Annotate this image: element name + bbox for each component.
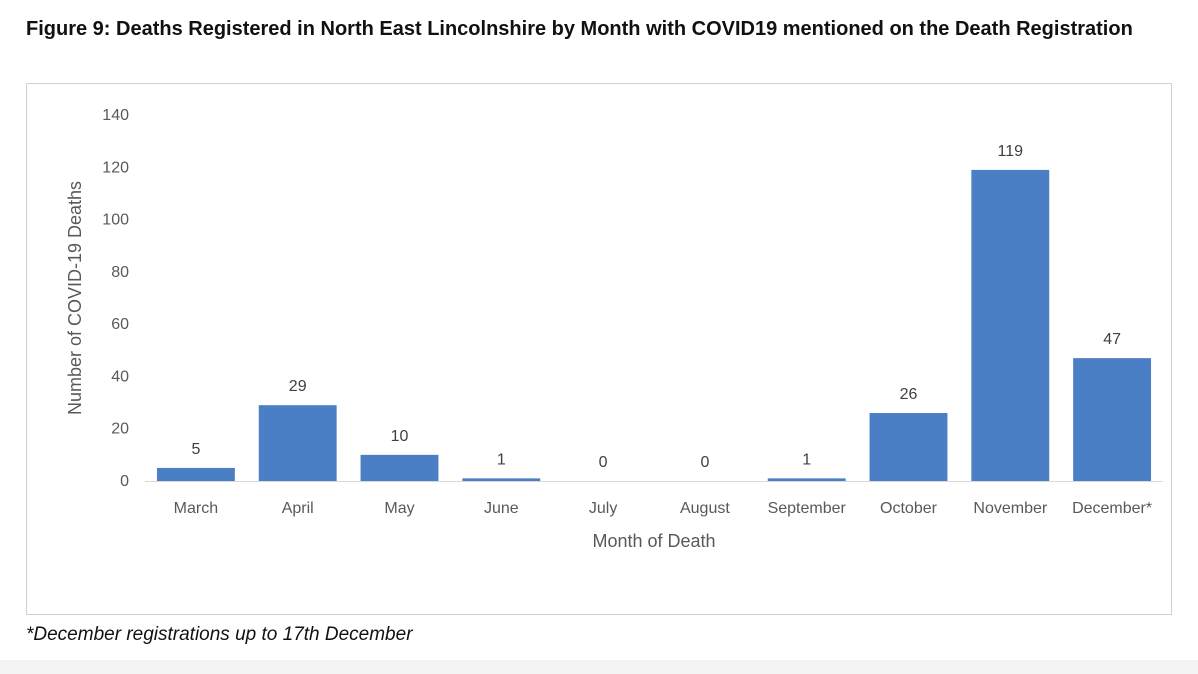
bar — [767, 478, 846, 481]
x-tick-label: July — [589, 500, 617, 517]
data-label: 47 — [1103, 331, 1121, 348]
data-label: 0 — [599, 454, 608, 471]
x-tick-label: April — [282, 500, 314, 517]
data-label: 1 — [497, 451, 506, 468]
y-tick-label: 20 — [111, 421, 129, 438]
x-tick-label: March — [174, 500, 218, 517]
y-tick-label: 120 — [102, 159, 129, 176]
data-label: 10 — [391, 428, 409, 445]
data-label: 5 — [191, 441, 200, 458]
x-tick-label: May — [384, 500, 414, 517]
bar — [156, 467, 235, 481]
bar — [869, 413, 948, 481]
data-label: 29 — [289, 378, 307, 395]
bar — [971, 169, 1050, 481]
page-bottom-band — [0, 660, 1198, 674]
bar — [258, 405, 337, 481]
x-axis-title: Month of Death — [592, 531, 715, 551]
x-tick-label: October — [880, 500, 938, 517]
figure-title: Figure 9: Deaths Registered in North Eas… — [26, 18, 1133, 40]
data-label: 119 — [998, 143, 1024, 160]
y-axis-ticks: 0 20 40 60 80 100 120 140 — [102, 107, 129, 490]
y-tick-label: 80 — [111, 264, 129, 281]
y-tick-label: 140 — [102, 107, 129, 124]
y-tick-label: 40 — [111, 368, 129, 385]
x-tick-label: August — [680, 500, 730, 517]
x-tick-label: September — [768, 500, 847, 517]
x-axis-ticks: March April May June July August September Octo… — [174, 500, 1152, 517]
chart-area: 0 20 40 60 80 100 120 140 5 29 10 1 0 0 1 26 119 47 Marc… — [26, 83, 1172, 615]
y-axis-title: Number of COVID-19 Deaths — [65, 181, 85, 415]
y-tick-label: 100 — [102, 212, 129, 229]
data-label: 1 — [802, 451, 811, 468]
x-tick-label: November — [973, 500, 1047, 517]
bar — [1073, 358, 1152, 481]
y-tick-label: 0 — [120, 473, 129, 490]
data-label: 0 — [700, 454, 709, 471]
x-tick-label: December* — [1072, 500, 1152, 517]
footnote: *December registrations up to 17th Decem… — [26, 624, 413, 645]
bars — [156, 169, 1152, 481]
bar — [462, 478, 541, 481]
x-tick-label: June — [484, 500, 519, 517]
y-tick-label: 60 — [111, 316, 129, 333]
bar — [360, 454, 439, 481]
data-label: 26 — [900, 386, 918, 403]
